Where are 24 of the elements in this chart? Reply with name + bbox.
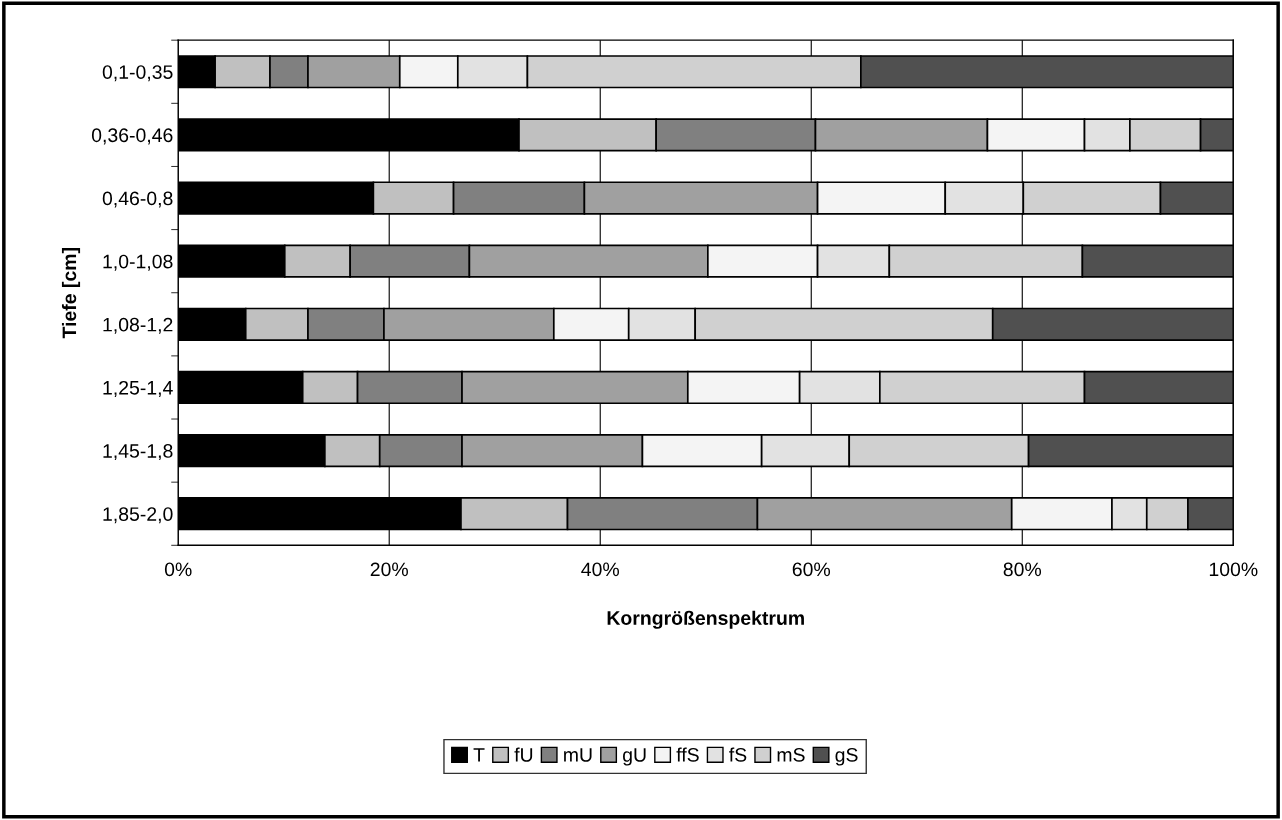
x-tick-label: 20% <box>370 562 408 577</box>
legend-label: fS <box>729 747 747 762</box>
legend-label: mU <box>564 748 592 762</box>
y-tick-label: 0,46-0,8 <box>102 191 173 208</box>
y-axis-title: Tiefe [cm] <box>61 248 81 339</box>
legend-label: mS <box>777 747 805 762</box>
x-tick-label: 0% <box>164 562 192 577</box>
x-tick-label: 80% <box>1003 562 1042 577</box>
legend-label: gU <box>623 748 646 766</box>
y-tick-label: 0,36-0,46 <box>91 128 173 145</box>
x-tick-label: 40% <box>581 562 619 577</box>
legend-label: gS <box>835 747 858 766</box>
y-tick-label: 1,08-1,2 <box>103 317 173 334</box>
legend-label: T <box>473 748 485 762</box>
x-tick-label: 100% <box>1209 562 1258 577</box>
y-tick-label: 1,85-2,0 <box>103 507 173 524</box>
y-tick-label: 1,25-1,4 <box>103 380 173 397</box>
x-tick-label: 60% <box>792 562 831 577</box>
legend-label: fU <box>514 747 533 762</box>
x-axis-title: Korngrößenspektrum <box>607 610 804 629</box>
legend-label: ffS <box>676 747 699 762</box>
y-tick-label: 1,0-1,08 <box>103 254 173 271</box>
y-tick-label: 1,45-1,8 <box>103 444 173 461</box>
y-tick-label: 0,1-0,35 <box>102 65 173 82</box>
